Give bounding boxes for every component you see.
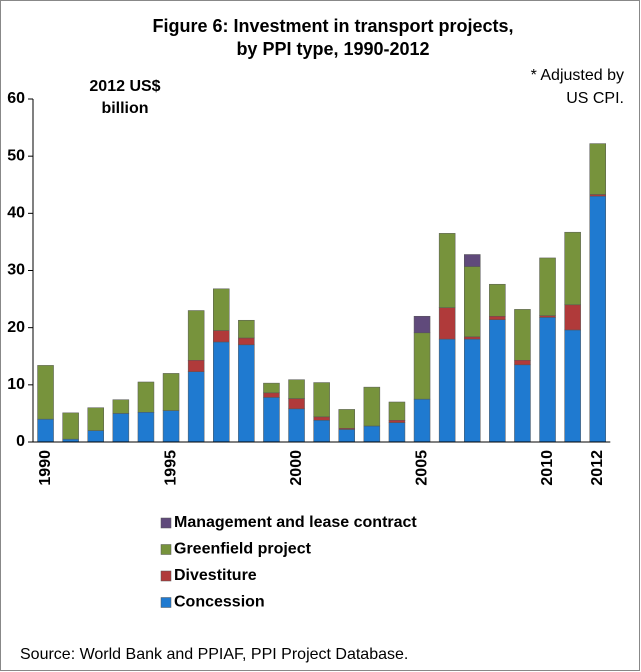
y-tick-label: 0: [16, 433, 25, 450]
bar-segment: [313, 416, 330, 421]
bar-segment: [187, 371, 205, 443]
legend-swatch: [160, 597, 172, 608]
bar-segment: [238, 344, 255, 443]
bar-segment: [489, 283, 506, 317]
bar-segment: [187, 310, 205, 361]
bar-segment: [589, 195, 606, 443]
bar-segment: [62, 412, 79, 440]
bar-segment: [413, 332, 431, 400]
bar-segment: [87, 430, 104, 443]
bar-segment: [37, 365, 54, 420]
bar-segment: [589, 143, 606, 195]
bar-segment: [489, 315, 506, 320]
legend-label: Concession: [174, 594, 265, 611]
chart-title: Figure 6: Investment in transport projec…: [152, 16, 513, 36]
bar-segment: [388, 401, 406, 421]
y-tick-label: 30: [7, 262, 25, 279]
bar-segment: [413, 398, 431, 443]
bar-segment: [187, 360, 205, 372]
bar-segment: [112, 399, 130, 414]
bar-segment: [137, 381, 155, 413]
bar-segment: [37, 418, 54, 443]
bar-segment: [238, 337, 255, 346]
bar-segment: [338, 429, 355, 443]
bar-segment: [162, 373, 180, 411]
bar-segment: [464, 338, 481, 443]
legend-swatch: [160, 517, 172, 529]
bar-segment: [238, 319, 255, 339]
bar-segment: [213, 330, 230, 343]
x-tick-label: 2005: [413, 450, 430, 486]
bar-segment: [363, 425, 381, 443]
legend-label: Management and lease contract: [174, 514, 417, 531]
bar-segment: [313, 382, 330, 418]
legend-swatch: [160, 570, 172, 582]
y-axis-label: 2012 US$: [89, 78, 160, 95]
bar-segment: [313, 420, 330, 443]
bar-segment: [213, 341, 230, 443]
bar-segment: [388, 420, 406, 423]
annotation: * Adjusted by: [531, 67, 624, 84]
bar-segment: [288, 408, 305, 443]
bar-segment: [489, 319, 506, 443]
x-tick-label: 1995: [162, 450, 179, 486]
bar-segment: [438, 338, 456, 443]
bar-segment: [464, 336, 481, 340]
bar-segment: [514, 360, 531, 366]
bar-segment: [564, 329, 581, 443]
legend-label: Divestiture: [174, 567, 257, 584]
bar-segment: [589, 194, 606, 197]
y-tick-label: 10: [7, 376, 25, 393]
legend-swatch: [160, 544, 172, 555]
bar-segment: [564, 304, 581, 331]
bar-segment: [539, 257, 556, 316]
bar-segment: [564, 231, 581, 306]
y-tick-label: 50: [7, 147, 25, 164]
bar-segment: [112, 413, 130, 443]
bar-segment: [514, 364, 531, 443]
bar-segment: [87, 407, 104, 431]
bar-segment: [363, 386, 381, 427]
bar-segment: [388, 422, 406, 443]
bar-segment: [137, 412, 155, 443]
bar-segment: [464, 254, 481, 267]
bar-segment: [213, 288, 230, 331]
annotation: US CPI.: [566, 90, 624, 107]
bar-segment: [338, 409, 355, 429]
y-tick-label: 60: [7, 90, 25, 107]
bar-segment: [438, 307, 456, 340]
bar-segment: [539, 315, 556, 318]
y-tick-label: 40: [7, 205, 25, 222]
x-tick-label: 2000: [288, 450, 305, 486]
bar-segment: [162, 410, 180, 443]
x-tick-label: 2010: [539, 450, 556, 486]
x-tick-label: 1990: [37, 450, 54, 486]
bar-segment: [514, 309, 531, 361]
bar-segment: [263, 392, 280, 398]
bar-segment: [263, 397, 280, 443]
bar-segment: [288, 379, 305, 399]
bar-segment: [539, 317, 556, 443]
bar-segment: [464, 266, 481, 338]
bar-segment: [288, 398, 305, 410]
legend-label: Greenfield project: [174, 541, 312, 558]
source: Source: World Bank and PPIAF, PPI Projec…: [20, 646, 408, 663]
chart-title: by PPI type, 1990-2012: [236, 39, 429, 59]
bar-segment: [413, 315, 431, 334]
x-tick-label: 2012: [589, 450, 606, 486]
bar-segment: [438, 233, 456, 308]
y-tick-label: 20: [7, 319, 25, 336]
bar-segment: [263, 382, 280, 394]
y-axis-label: billion: [101, 100, 148, 117]
